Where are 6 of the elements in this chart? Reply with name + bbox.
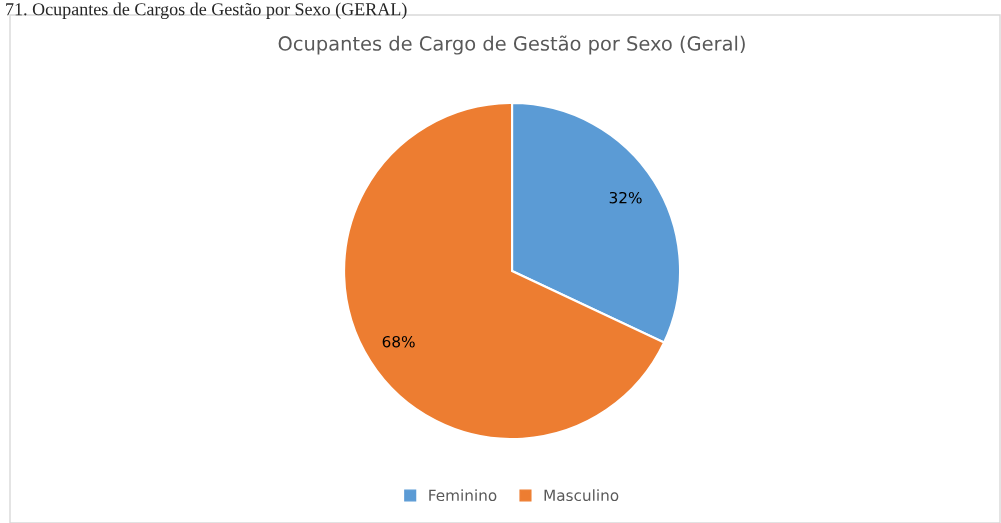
chart-title: Ocupantes de Cargo de Gestão por Sexo (Geral) (278, 35, 745, 55)
data-label: 68% (382, 335, 415, 348)
text: 71. Ocupantes de Cargos de Gestão por Sexo (GERAL) (6, 2, 407, 20)
legend-label: Masculino (544, 489, 619, 502)
data-label: 32% (609, 191, 642, 204)
legend-label: Feminino (429, 489, 497, 502)
